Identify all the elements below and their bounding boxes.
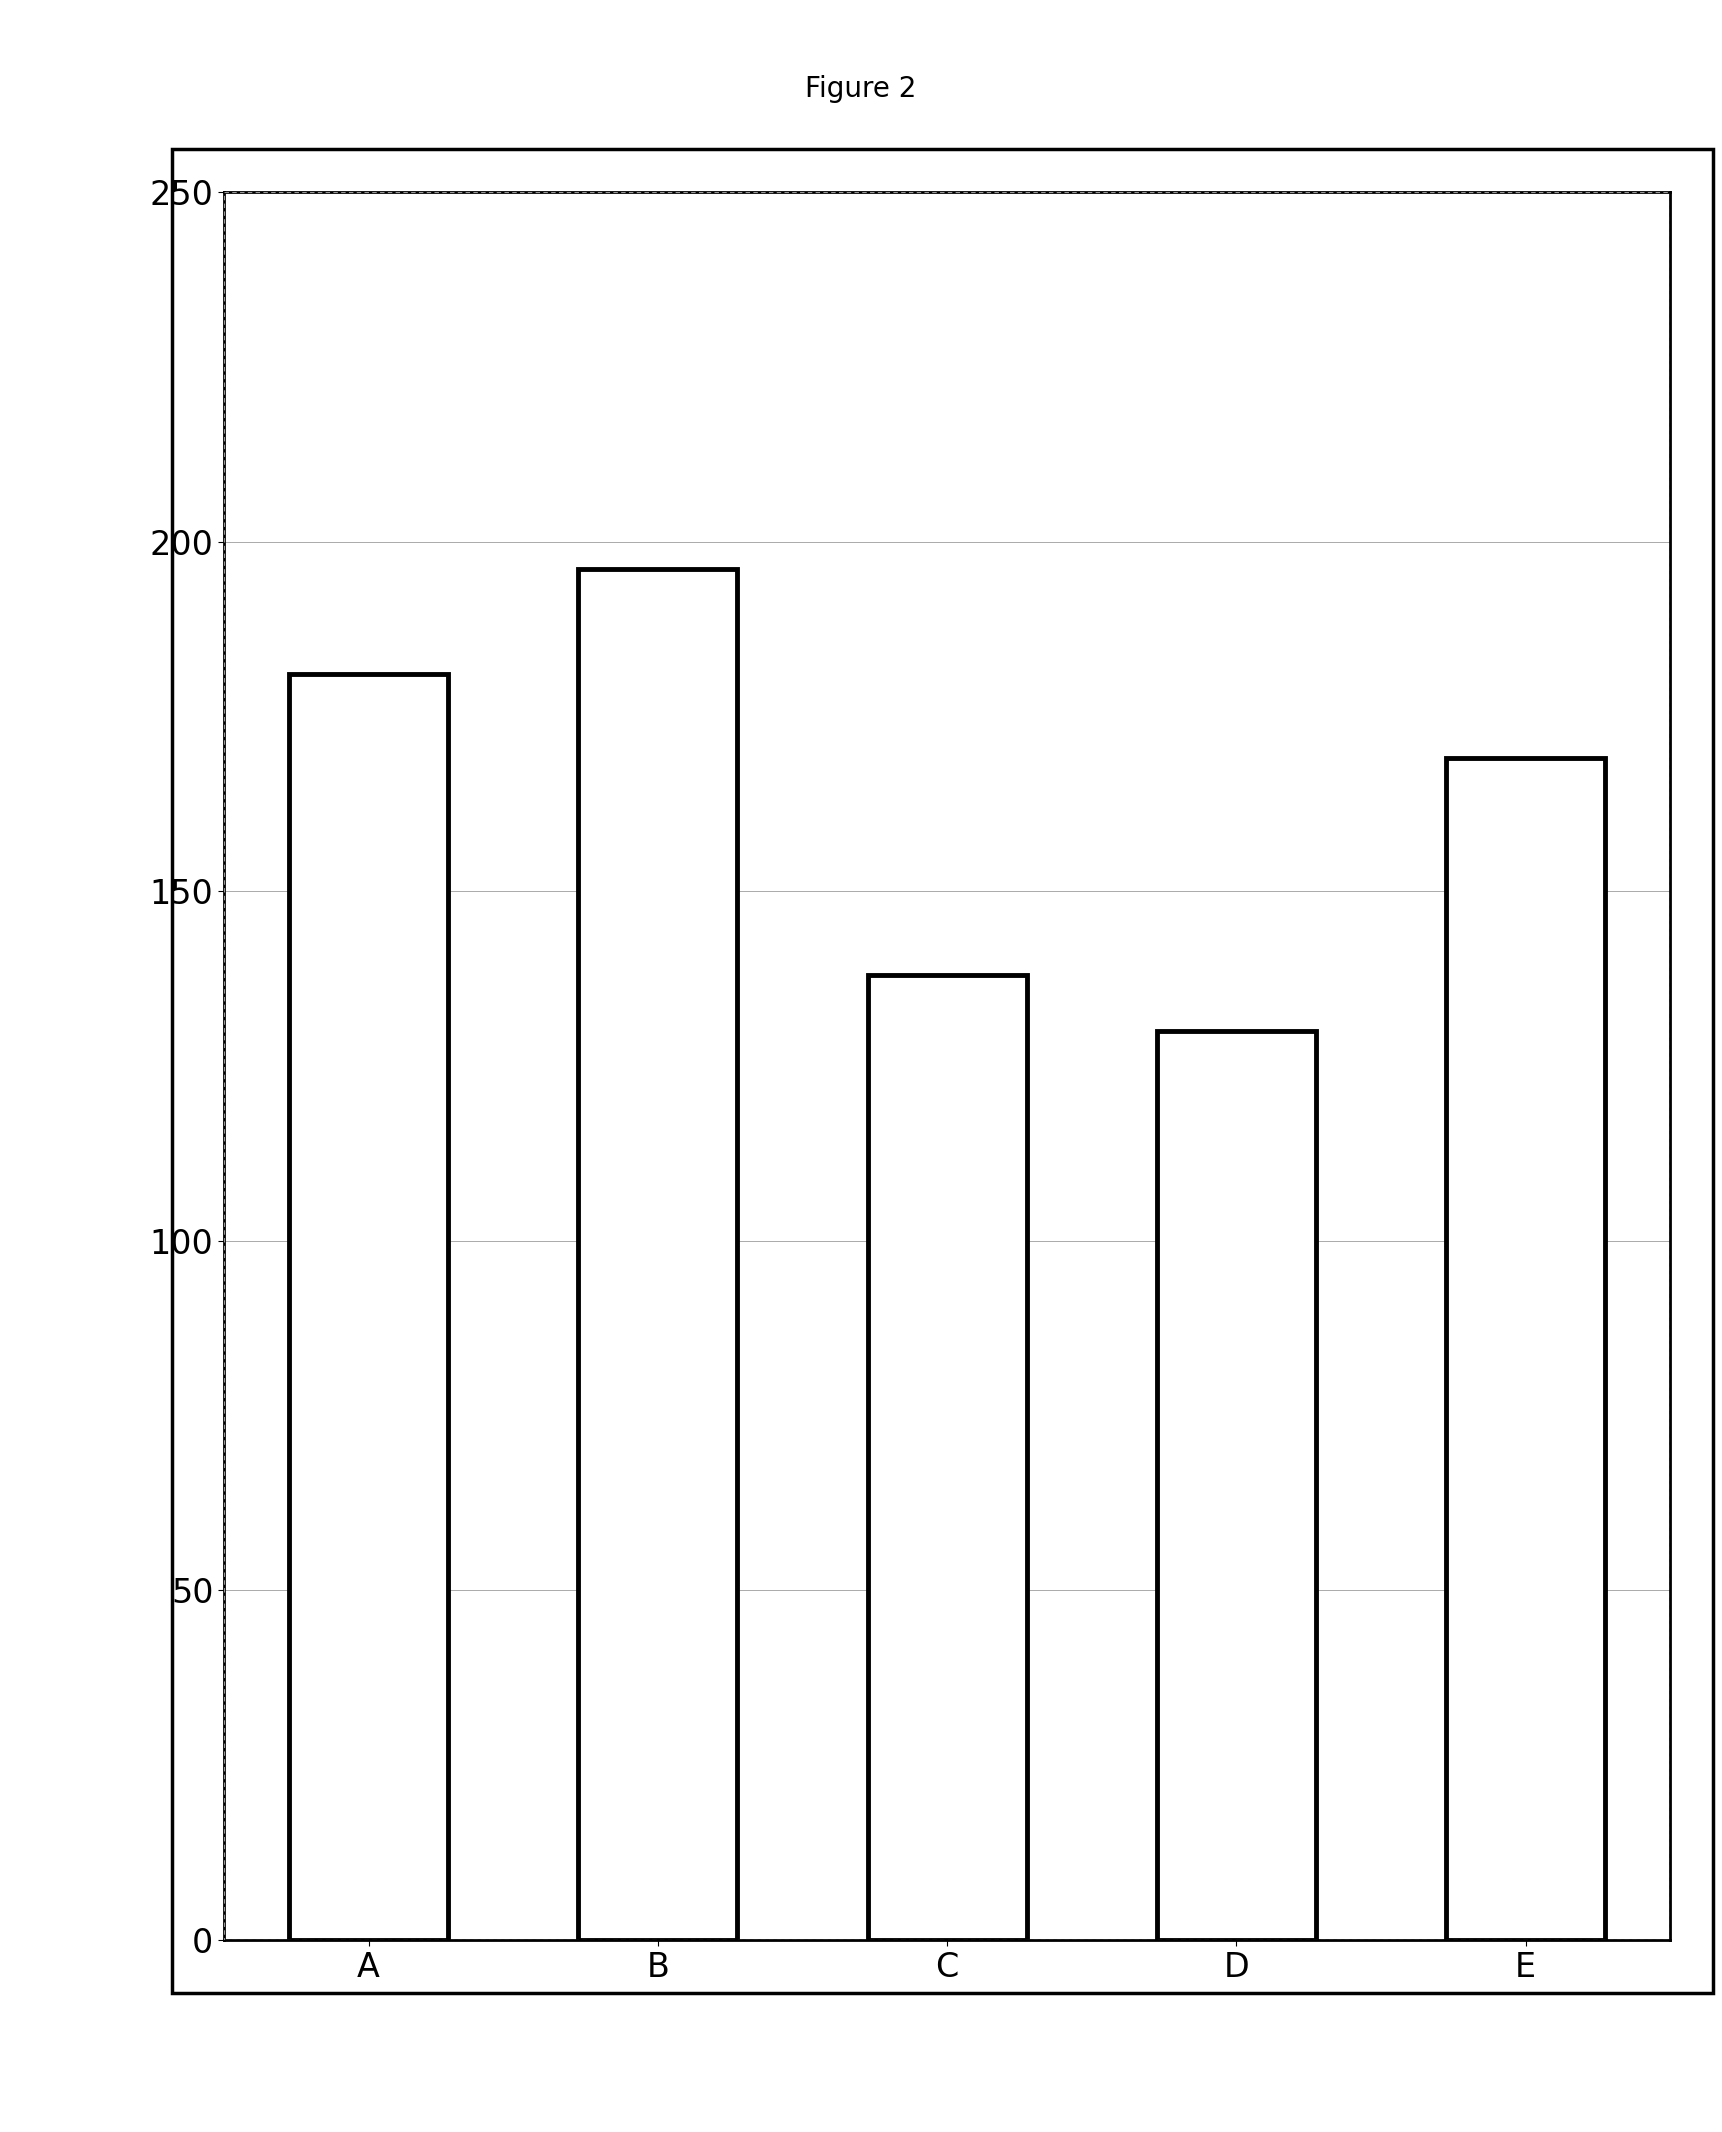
Bar: [1157, 1032, 1316, 1940]
Bar: [868, 974, 1026, 1940]
Bar: [579, 569, 737, 1940]
Bar: [1446, 759, 1605, 1940]
Text: Figure 2: Figure 2: [806, 75, 916, 102]
Bar: [289, 674, 448, 1940]
Bar: [224, 192, 1670, 1940]
